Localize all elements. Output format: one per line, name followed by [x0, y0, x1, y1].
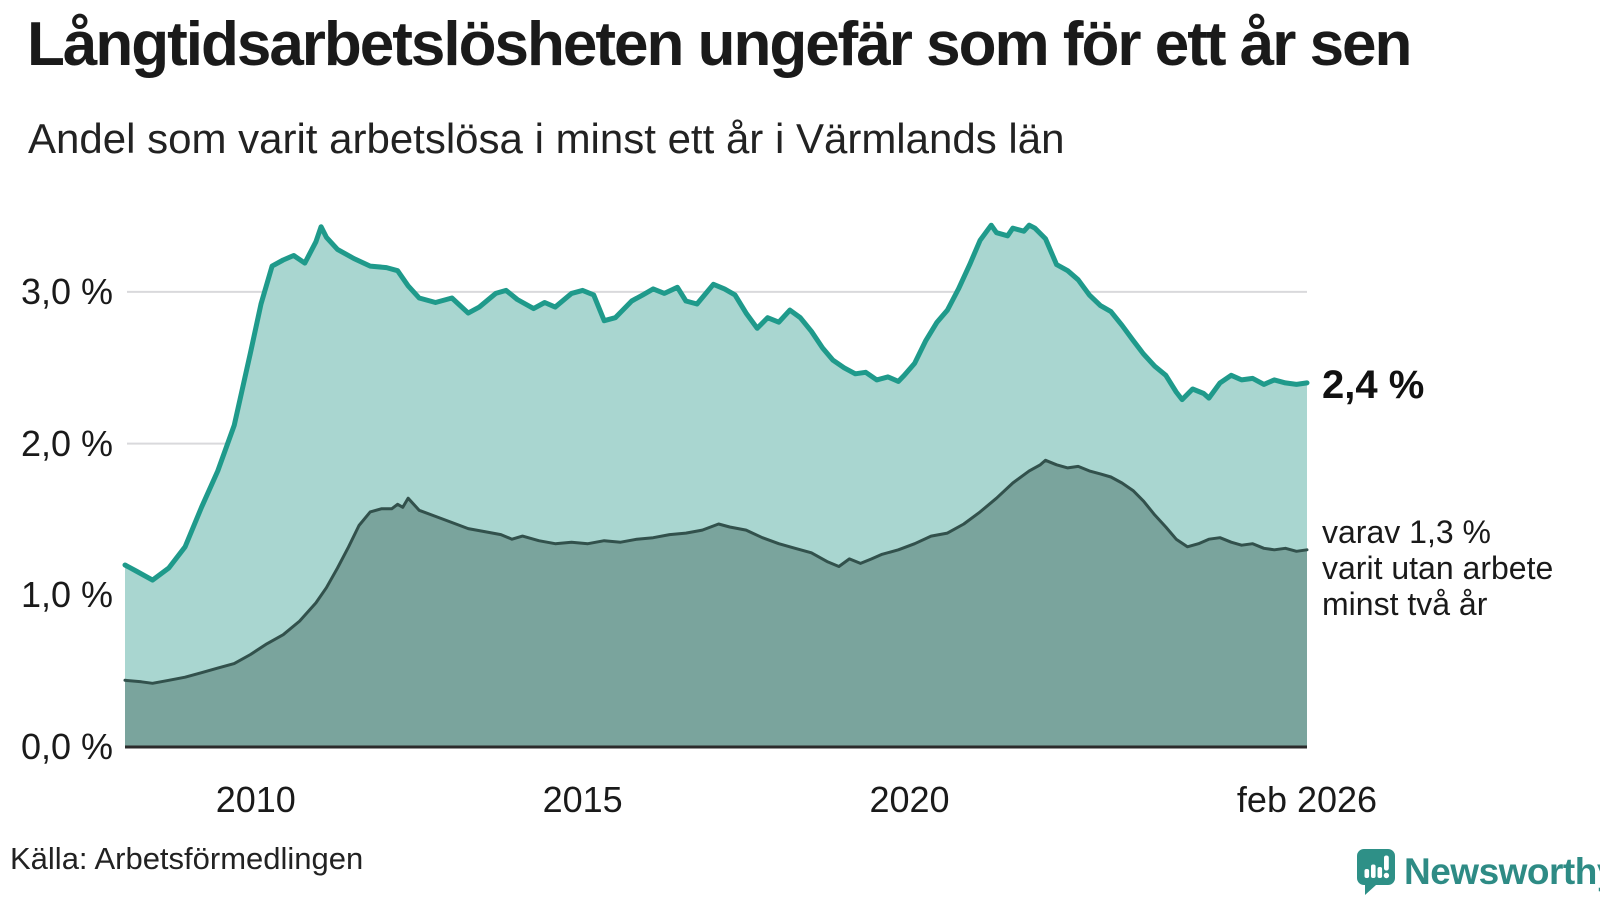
series-end-value-label: 2,4 %	[1322, 363, 1425, 407]
y-axis-tick-1: 1,0 %	[20, 574, 113, 616]
y-axis-tick-2: 2,0 %	[20, 422, 113, 464]
source-caption: Källa: Arbetsförmedlingen	[10, 841, 364, 876]
newsworthy-logo-icon	[1356, 848, 1396, 896]
x-axis-tick-feb-2026: feb 2026	[1236, 779, 1378, 820]
x-axis-tick-2020: 2020	[869, 779, 950, 820]
x-axis-tick-2015: 2015	[542, 779, 623, 820]
y-axis-tick-3: 3,0 %	[20, 270, 113, 312]
chart-subtitle: Andel som varit arbetslösa i minst ett å…	[28, 115, 1065, 162]
y-axis-tick-0: 0,0 %	[20, 726, 113, 767]
newsworthy-brand: Newsworthy	[1356, 848, 1600, 896]
newsworthy-brand-name: Newsworthy	[1404, 851, 1600, 892]
page-title: Långtidsarbetslösheten ungefär som för e…	[27, 10, 1412, 79]
x-axis-tick-2010: 2010	[215, 779, 296, 820]
series-secondary-note: varav 1,3 % varit utan arbete minst två …	[1322, 514, 1554, 622]
